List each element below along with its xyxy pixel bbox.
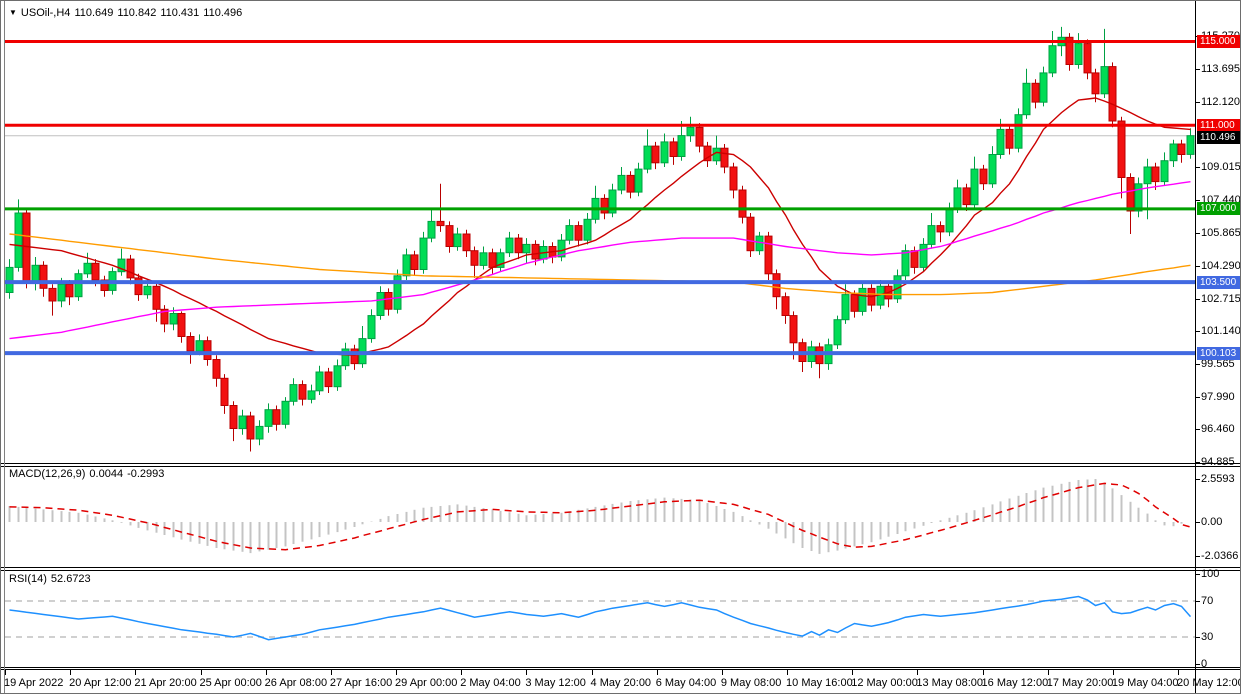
level-price-tag: 100.103 [1197, 346, 1240, 360]
price-tick-label: 94.885 [1201, 456, 1235, 469]
ohlc-close: 110.496 [203, 7, 243, 19]
date-tick-label: 16 May 12:00 [981, 677, 1049, 689]
macd-value: 0.0044 [89, 468, 124, 480]
date-tick-label: 2 May 04:00 [460, 677, 521, 689]
price-tick-label: 101.140 [1201, 325, 1241, 338]
date-tick-label: 19 Apr 2022 [4, 677, 64, 689]
symbol-timeframe-label: USOil-,H4 [20, 7, 71, 19]
date-tick-label: 4 May 20:00 [590, 677, 652, 689]
rsi-tick-label: 30 [1201, 631, 1214, 643]
date-tick-label: 9 May 08:00 [720, 677, 782, 689]
price-tick-label: 96.460 [1201, 423, 1235, 436]
date-tick-label: 6 May 04:00 [655, 677, 717, 689]
ma-fast-red [9, 97, 1191, 357]
symbol-dropdown-icon[interactable]: ▼ [9, 8, 17, 17]
ohlc-low: 110.431 [160, 7, 200, 19]
macd-signal-value: -0.2993 [127, 468, 165, 480]
ohlc-high: 110.842 [117, 7, 157, 19]
macd-tick-label: 0.00 [1201, 516, 1223, 528]
date-tick-label: 26 Apr 08:00 [264, 677, 328, 689]
level-price-tag: 103.500 [1197, 275, 1240, 289]
rsi-indicator-label: RSI(14) 52.6723 [9, 573, 95, 585]
rsi-name: RSI(14) [9, 573, 47, 585]
current-price-tag: 110.496 [1197, 130, 1240, 144]
date-tick-label: 20 May 12:00 [1177, 677, 1241, 689]
price-tick-label: 112.120 [1201, 95, 1240, 108]
level-price-tag: 107.000 [1197, 202, 1240, 216]
date-tick-label: 13 May 08:00 [916, 677, 984, 689]
price-tick-label: 109.015 [1201, 160, 1241, 173]
rsi-tick-label: 100 [1201, 568, 1220, 580]
price-tick-label: 102.715 [1201, 292, 1241, 305]
rsi-line [9, 595, 1192, 641]
date-tick-label: 10 May 16:00 [786, 677, 853, 689]
rsi-tick-label: 0 [1201, 658, 1208, 670]
macd-name: MACD(12,26,9) [9, 468, 86, 480]
macd-indicator-label: MACD(12,26,9) 0.0044 -0.2993 [9, 468, 168, 480]
rsi-value: 52.6723 [50, 573, 91, 585]
ma-mid-magenta [9, 181, 1191, 340]
chart-title: ▼ USOil-,H4 110.649 110.842 110.431 110.496 [9, 7, 246, 19]
price-tick-label: 97.990 [1201, 391, 1235, 404]
macd-tick-label: -2.0366 [1201, 550, 1239, 563]
price-tick-label: 113.695 [1201, 62, 1240, 75]
price-tick-label: 99.565 [1201, 358, 1235, 371]
date-tick-label: 19 May 04:00 [1111, 677, 1179, 689]
ma-slow-orange [9, 233, 1191, 296]
level-price-tag: 111.000 [1197, 118, 1240, 132]
price-tick-label: 104.290 [1201, 259, 1241, 272]
date-tick-label: 17 May 20:00 [1046, 677, 1114, 689]
macd-tick-label: 2.5593 [1201, 473, 1235, 485]
date-tick-label: 27 Apr 16:00 [329, 677, 393, 689]
date-tick-label: 25 Apr 00:00 [199, 677, 262, 689]
rsi-tick-label: 70 [1201, 595, 1214, 607]
date-tick-label: 3 May 12:00 [525, 677, 586, 689]
date-tick-label: 20 Apr 12:00 [69, 677, 132, 689]
ohlc-open: 110.649 [74, 7, 114, 19]
level-price-tag: 115.000 [1197, 35, 1240, 48]
date-tick-label: 29 Apr 00:00 [395, 677, 458, 689]
price-tick-label: 105.865 [1201, 226, 1241, 239]
date-tick-label: 21 Apr 20:00 [134, 677, 197, 689]
date-tick-label: 12 May 00:00 [851, 677, 918, 689]
